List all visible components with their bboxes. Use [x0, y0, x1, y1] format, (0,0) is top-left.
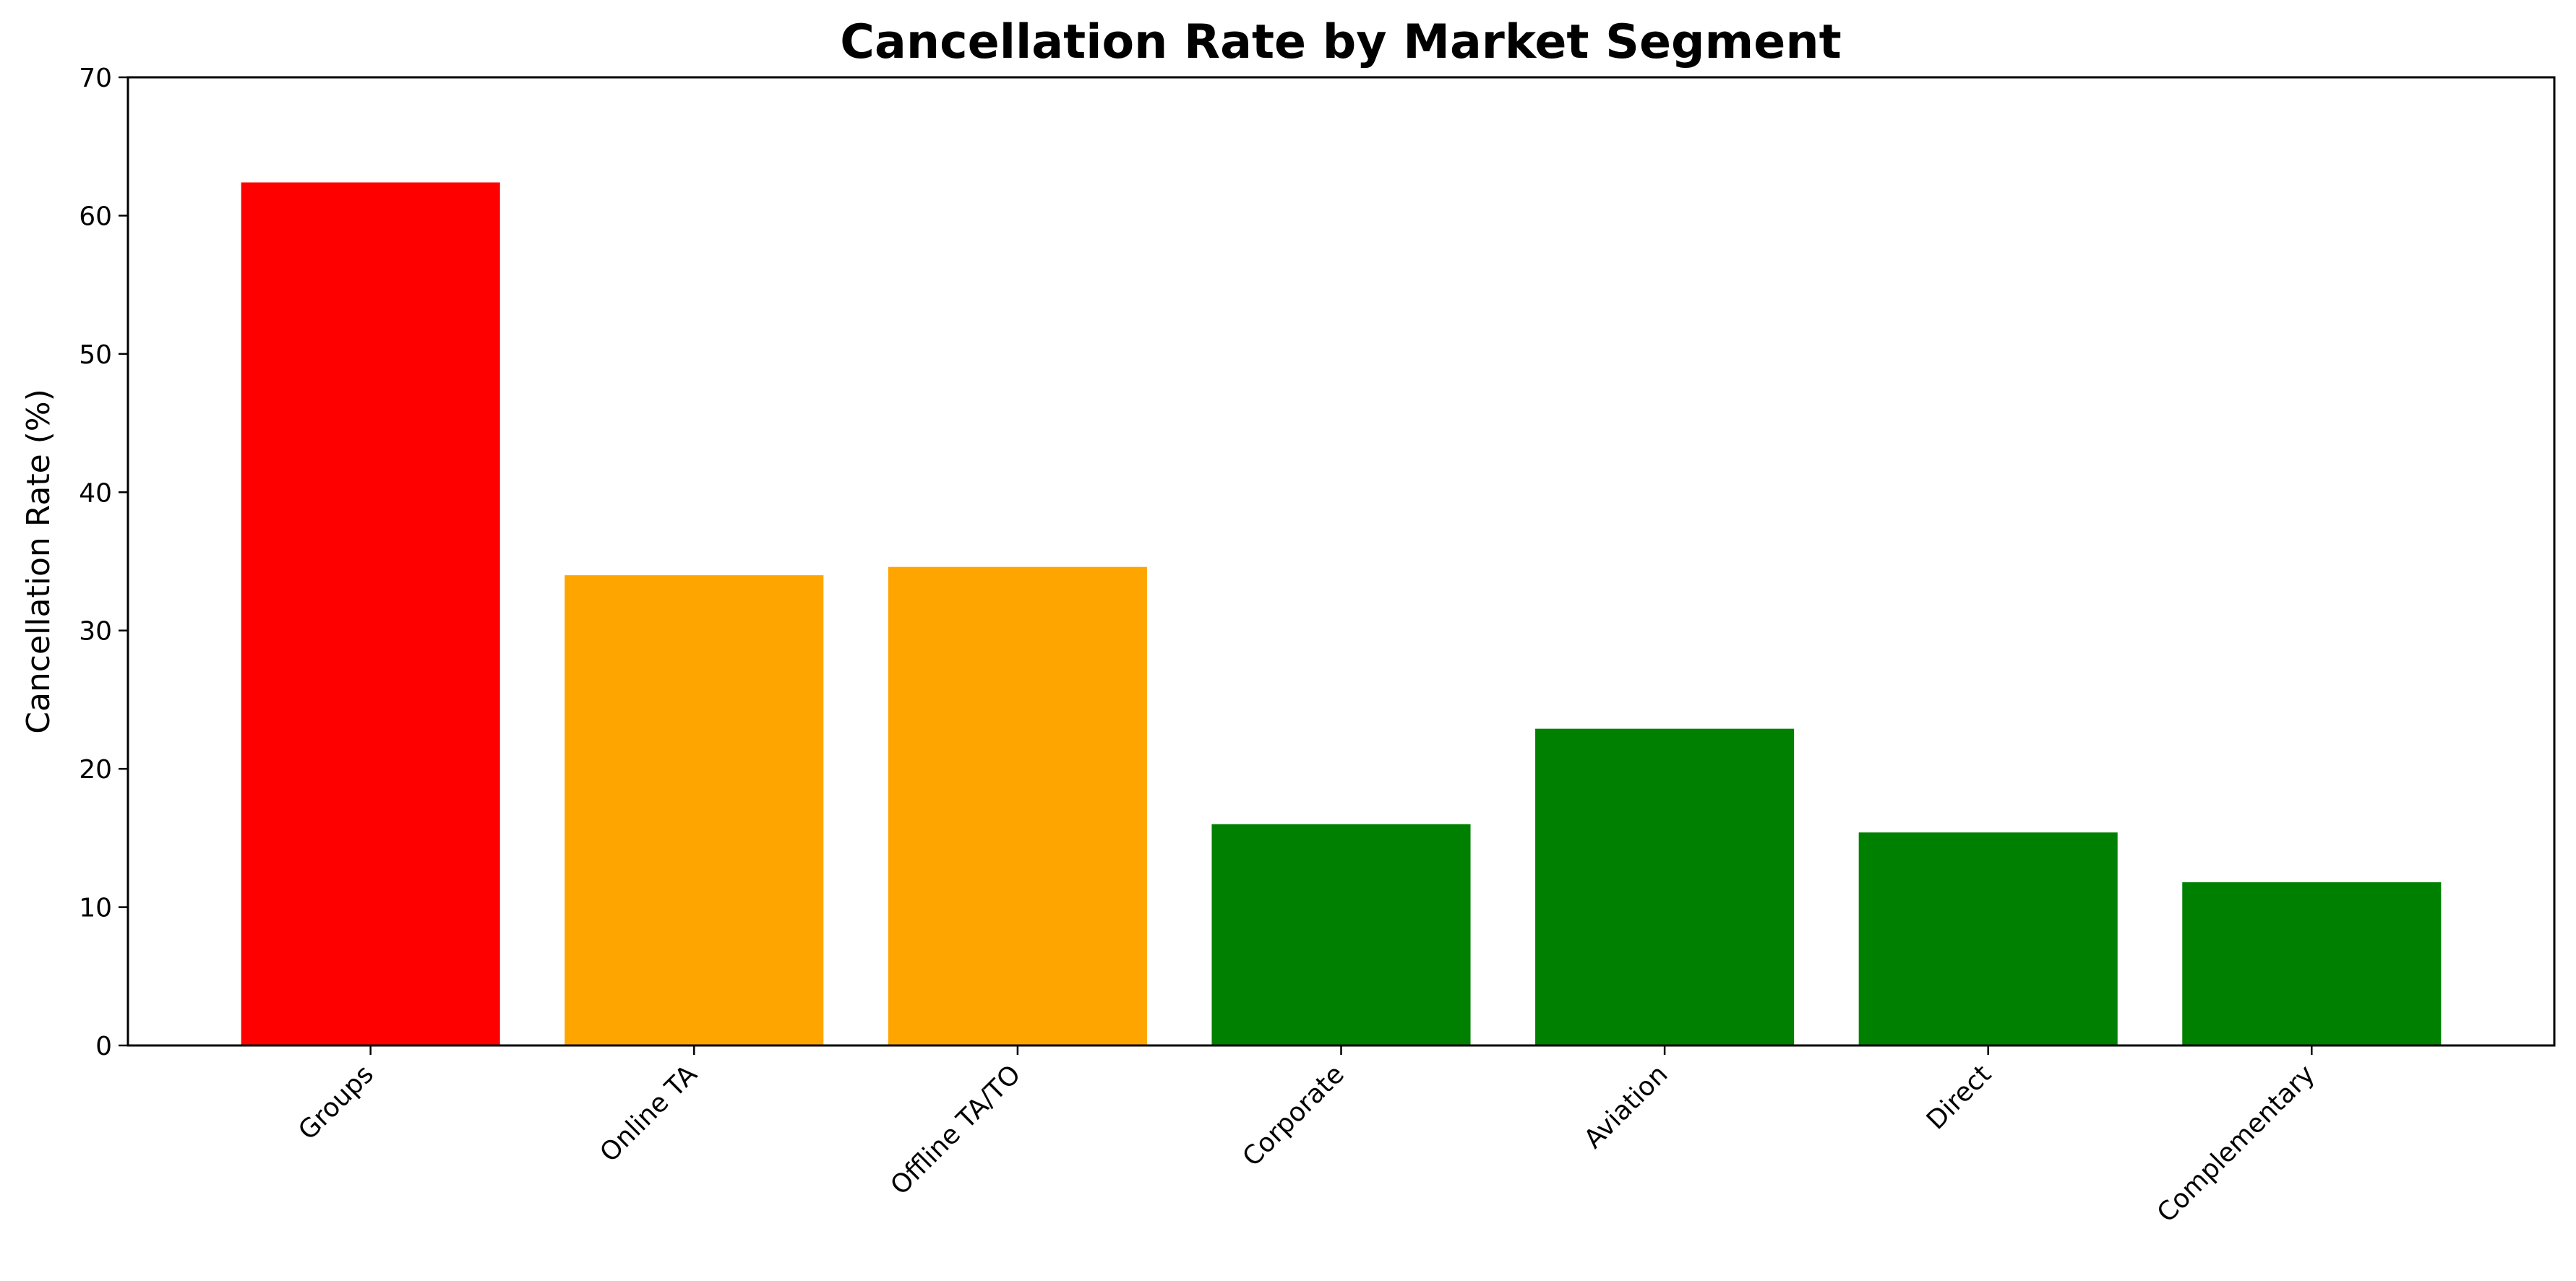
- bar: [2182, 882, 2442, 1045]
- y-tick-label: 30: [79, 617, 112, 647]
- y-axis-title: Cancellation Rate (%): [20, 389, 57, 734]
- plot-area: 0 10 20 30 40 50 60 70 Groups Online TA Offline TA…: [79, 64, 2556, 1228]
- bar: [241, 182, 500, 1046]
- y-tick-label: 50: [79, 340, 112, 370]
- x-tick-label: Aviation: [1579, 1059, 1673, 1154]
- bar: [888, 566, 1147, 1045]
- x-tick-label: Complementary: [2152, 1059, 2321, 1228]
- x-tick-label: Offline TA/TO: [885, 1059, 1027, 1201]
- y-tick-label: 10: [79, 894, 112, 923]
- x-tick-label: Groups: [293, 1059, 379, 1146]
- bar: [1535, 728, 1795, 1045]
- x-tick-label: Online TA: [594, 1059, 703, 1168]
- bar: [564, 575, 824, 1045]
- x-tick-label: Corporate: [1237, 1059, 1350, 1172]
- bar: [1211, 824, 1471, 1045]
- x-tick-label: Direct: [1921, 1059, 1997, 1135]
- y-tick-label: 0: [95, 1032, 112, 1061]
- bar: [1858, 832, 2118, 1045]
- y-tick-label: 20: [79, 755, 112, 785]
- chart-title: Cancellation Rate by Market Segment: [840, 15, 1841, 69]
- y-tick-label: 40: [79, 478, 112, 508]
- y-tick-label: 70: [79, 64, 112, 93]
- y-tick-label: 60: [79, 202, 112, 231]
